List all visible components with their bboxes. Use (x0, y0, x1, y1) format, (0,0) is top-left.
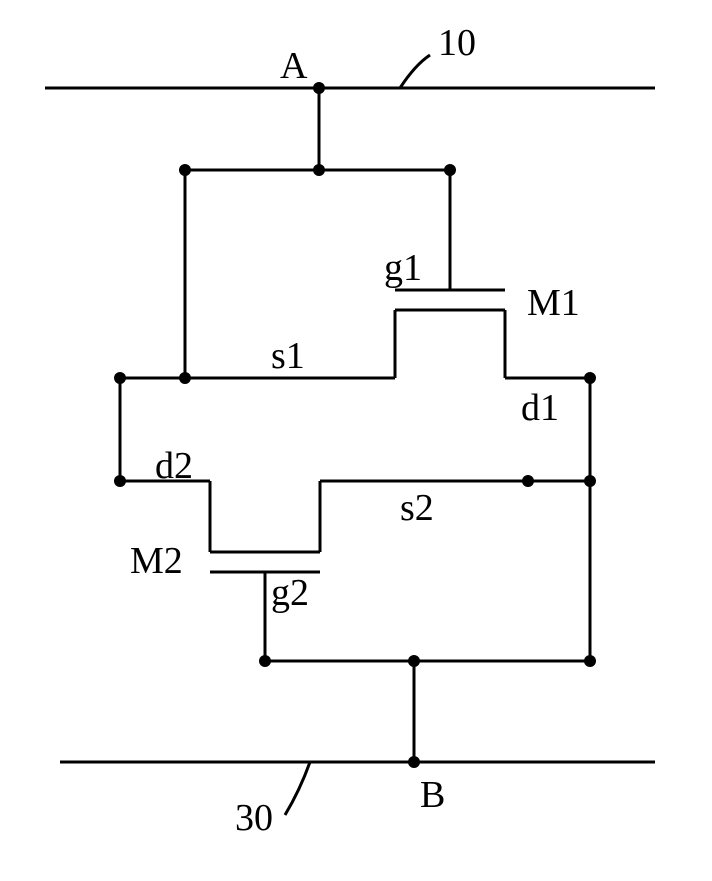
label-d2: d2 (155, 445, 193, 487)
label-B: B (420, 774, 445, 816)
callout-30 (285, 762, 310, 815)
node-A (313, 82, 325, 94)
node-nTR (444, 164, 456, 176)
label-M2: M2 (130, 540, 183, 582)
label-s1: s1 (271, 335, 305, 377)
node-nR1 (584, 372, 596, 384)
label-M1: M1 (527, 282, 580, 324)
node-nL1 (179, 372, 191, 384)
label-g2: g2 (271, 572, 309, 614)
node-nBR (584, 655, 596, 667)
node-nL2 (114, 475, 126, 487)
callout-10 (400, 55, 430, 88)
label-ref10: 10 (438, 22, 476, 64)
junction-node (313, 164, 325, 176)
node-nBL (259, 655, 271, 667)
node-nR2 (522, 475, 534, 487)
node-nL1b (114, 372, 126, 384)
label-A: A (280, 45, 308, 87)
node-B (408, 756, 420, 768)
label-ref30: 30 (235, 797, 273, 839)
circuit-svg: A 10 g1 M1 s1 d1 d2 s2 M2 g2 B 30 (0, 0, 712, 881)
label-g1: g1 (384, 247, 422, 289)
label-d1: d1 (521, 387, 559, 429)
node-nR2b (584, 475, 596, 487)
label-s2: s2 (400, 487, 434, 529)
junction-node (408, 655, 420, 667)
node-nTL (179, 164, 191, 176)
